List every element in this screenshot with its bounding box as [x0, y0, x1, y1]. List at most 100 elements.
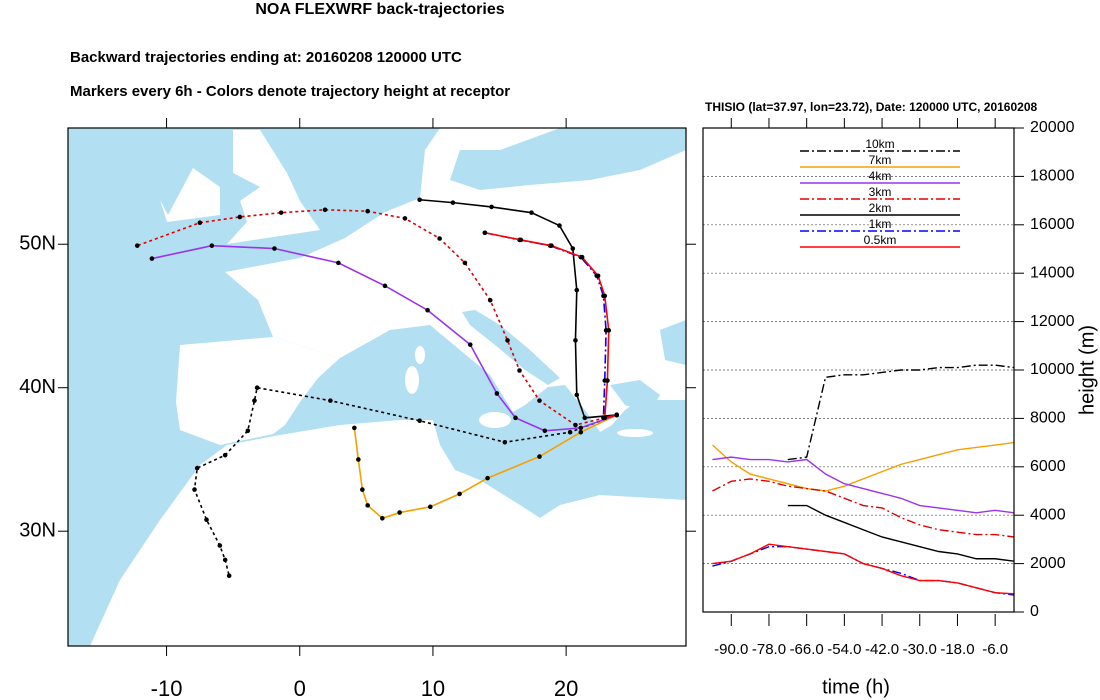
trajectory-marker [505, 338, 510, 343]
trajectory-marker [485, 475, 490, 481]
x-tick-label: 10 [421, 676, 445, 700]
trajectory [353, 414, 618, 520]
land [617, 429, 653, 437]
sea [660, 320, 686, 365]
x-tick-label: 0 [294, 676, 306, 700]
y-tick-label: 0 [1030, 603, 1039, 620]
trajectory-marker [542, 428, 548, 434]
y-tick-label: 30N [19, 519, 56, 541]
sea [450, 128, 686, 190]
trajectory-marker [482, 230, 488, 236]
trajectory-marker [602, 293, 608, 299]
trajectory-marker [450, 200, 456, 205]
trajectory-marker [602, 415, 608, 421]
x-tick-label: -6.0 [982, 641, 1008, 658]
chart-title: NOA FLEXWRF back-trajectories [255, 1, 504, 18]
trajectory-marker [425, 307, 430, 313]
series-line [712, 545, 1014, 596]
trajectory-marker [197, 220, 203, 226]
series-line [712, 456, 1014, 514]
y-tick-label: 4000 [1030, 506, 1066, 523]
trajectory-marker [487, 297, 493, 303]
trajectory-marker [252, 398, 257, 403]
trajectory-marker [595, 273, 601, 279]
trajectory-marker [582, 415, 588, 421]
trajectory-marker [549, 243, 554, 248]
trajectory-marker [457, 491, 462, 497]
trajectory-marker [192, 487, 197, 492]
trajectory-marker [149, 256, 155, 261]
legend-label: 7km [869, 153, 892, 167]
x-tick-label: -10 [151, 676, 183, 700]
legend-label: 10km [865, 137, 894, 151]
trajectory-marker [402, 216, 408, 221]
trajectory-marker [462, 260, 468, 266]
x-tick-label: -78.0 [752, 641, 786, 658]
trajectory-marker [574, 287, 580, 293]
trajectory-marker [237, 214, 243, 220]
x-tick-label: -90.0 [714, 641, 748, 658]
legend-label: 4km [869, 169, 892, 183]
series-line [712, 478, 1014, 538]
land [176, 337, 340, 445]
x-tick-label: -42.0 [865, 641, 899, 658]
trajectory-marker [417, 418, 422, 424]
trajectories [134, 197, 620, 578]
trajectory-marker [328, 398, 333, 403]
trajectory-marker [574, 392, 580, 398]
trajectory-marker [222, 452, 228, 458]
trajectory-marker [322, 207, 328, 213]
trajectory-marker [437, 236, 442, 241]
map-frame [67, 127, 687, 647]
y-tick-label: 16000 [1030, 216, 1075, 233]
trajectory-marker [517, 368, 522, 373]
panel-title: THISIO (lat=37.97, lon=23.72), Date: 120… [705, 100, 1038, 114]
legend-label: 2km [869, 201, 892, 215]
x-tick-label: -54.0 [827, 641, 861, 658]
trajectory-marker [502, 439, 508, 445]
land [90, 420, 686, 646]
trajectory-marker [529, 210, 534, 215]
trajectory-marker [489, 204, 494, 210]
x-tick-label: 20 [554, 676, 578, 700]
trajectory-marker [537, 398, 542, 403]
trajectory [484, 231, 617, 419]
legend-label: 1km [869, 217, 892, 231]
trajectory-marker [194, 465, 200, 471]
trajectory-marker [254, 385, 260, 391]
trajectory-marker [204, 517, 209, 523]
legend-label: 3km [869, 185, 892, 199]
y-axis-label: height (m) [1076, 325, 1098, 415]
trajectory-marker [365, 208, 370, 214]
trajectory [193, 386, 618, 576]
trajectory-marker [537, 454, 542, 459]
trajectory-marker [356, 457, 361, 462]
subtitle: Backward trajectories ending at: 2016020… [70, 49, 462, 66]
y-tick-label: 14000 [1030, 264, 1075, 281]
trajectory [151, 244, 618, 432]
trajectory-marker [417, 197, 422, 203]
land [479, 412, 511, 428]
trajectory-marker [360, 487, 365, 492]
trajectory-marker [605, 378, 610, 383]
trajectory-marker [427, 504, 433, 510]
trajectory-marker [614, 412, 620, 418]
trajectory-marker [573, 422, 578, 428]
trajectory-marker [557, 223, 562, 228]
trajectory-marker [494, 391, 500, 396]
series-line [712, 543, 1014, 595]
y-tick-label: 8000 [1030, 410, 1066, 427]
subtitle: Markers every 6h - Colors denote traject… [70, 83, 510, 100]
y-tick-label: 10000 [1030, 361, 1075, 378]
series-line [787, 364, 1014, 461]
trajectory-marker [579, 254, 585, 260]
sea [610, 380, 660, 412]
trajectory-marker [570, 246, 576, 251]
y-tick-label: 40N [19, 376, 56, 398]
trajectory-marker [578, 425, 584, 431]
y-tick-label: 18000 [1030, 168, 1075, 185]
x-tick-label: -18.0 [940, 641, 974, 658]
x-axis-label: time (h) [822, 676, 890, 698]
trajectory-marker [573, 338, 578, 343]
trajectory-marker [272, 246, 277, 251]
